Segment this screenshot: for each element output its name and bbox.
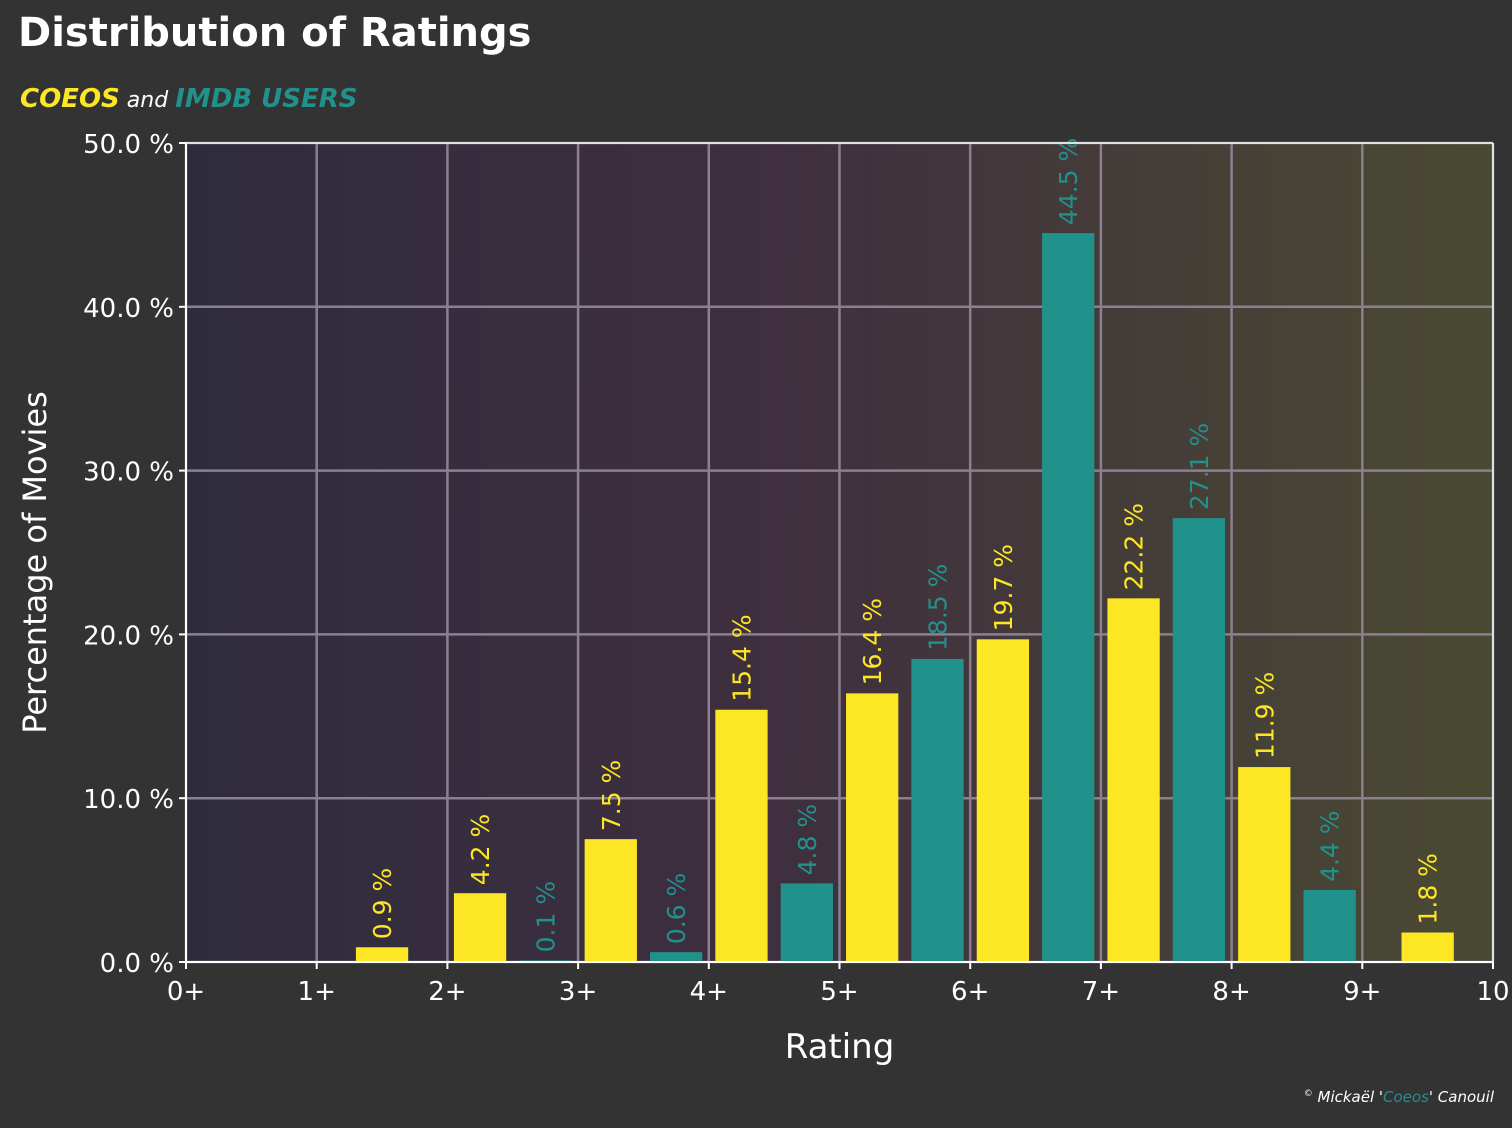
x-tick-label: 3+ [559, 977, 597, 1007]
bar-coeos [1238, 767, 1291, 962]
x-tick-label: 9+ [1343, 977, 1381, 1007]
x-tick-label: 0+ [167, 977, 205, 1007]
x-tick-label: 10 [1476, 977, 1509, 1007]
axes: 0+ 1+ 2+ 3+ 4+ 5+ 6+ 7+ 8+ 9+ 10 0.0 % 10.0 % 20.0 % 3… [83, 130, 1509, 1007]
x-tick-label: 7+ [1082, 977, 1120, 1007]
x-tick-label: 8+ [1212, 977, 1250, 1007]
data-labels: 0.9 % 4.2 % 7.5 % 15.4 % 16.4 % 19.7 % 22.2 % 1… [368, 138, 1443, 953]
credit-accent: Coeos [1383, 1088, 1429, 1106]
bar-coeos [976, 639, 1030, 962]
y-tick-label: 20.0 % [83, 621, 174, 651]
data-label: 27.1 % [1185, 423, 1214, 510]
bar-imdb-users [911, 658, 964, 962]
x-tick-label: 2+ [428, 977, 466, 1007]
data-label: 0.6 % [662, 873, 691, 944]
bar-imdb-users [780, 883, 833, 962]
data-label: 16.4 % [858, 598, 887, 685]
chart-title: Distribution of Ratings [18, 10, 532, 56]
data-label: 19.7 % [989, 544, 1018, 631]
data-label: 4.2 % [466, 814, 495, 885]
bar-coeos [846, 693, 899, 962]
x-tick-label: 5+ [820, 977, 858, 1007]
credit-line: © Mickaël 'Coeos' Canouil [1304, 1088, 1494, 1106]
bar-imdb-users [1303, 889, 1356, 962]
bar-coeos [1401, 932, 1454, 962]
bar-imdb-users [649, 952, 703, 962]
x-tick-label: 4+ [690, 977, 728, 1007]
subtitle-coeos: COEOS [20, 84, 120, 114]
bar-coeos [715, 709, 768, 962]
x-axis-label: Rating [785, 1027, 895, 1067]
data-label: 11.9 % [1250, 672, 1279, 759]
bar-coeos [355, 947, 409, 962]
y-tick-label: 40.0 % [83, 294, 174, 324]
bar-coeos [1107, 598, 1160, 962]
bar-imdb-users [1042, 233, 1095, 963]
y-tick-label: 0.0 % [100, 949, 174, 979]
y-axis-label: Percentage of Movies [16, 391, 54, 734]
y-tick-label: 30.0 % [83, 458, 174, 488]
data-label: 0.1 % [531, 881, 560, 952]
data-label: 4.4 % [1316, 810, 1345, 881]
subtitle-imdb: IMDB USERS [175, 84, 358, 114]
data-label: 22.2 % [1120, 503, 1149, 590]
y-tick-label: 10.0 % [83, 785, 174, 815]
data-label: 44.5 % [1054, 138, 1083, 225]
x-tick-label: 6+ [951, 977, 989, 1007]
data-label: 0.9 % [368, 868, 397, 939]
data-label: 7.5 % [597, 760, 626, 831]
copyright-symbol: © [1303, 1089, 1313, 1099]
bars [355, 233, 1454, 963]
credit-prefix: Mickaël ' [1312, 1088, 1384, 1106]
bar-coeos [453, 893, 507, 962]
data-label: 4.8 % [793, 804, 822, 875]
chart-subtitle: COEOS and IMDB USERS [20, 84, 358, 114]
x-tick-label: 1+ [298, 977, 336, 1007]
data-label: 18.5 % [924, 564, 953, 651]
y-tick-label: 50.0 % [83, 130, 174, 160]
subtitle-and: and [119, 88, 176, 113]
credit-suffix: ' Canouil [1428, 1088, 1494, 1106]
data-label: 15.4 % [727, 614, 756, 701]
bar-coeos [584, 839, 637, 962]
bar-imdb-users [1172, 518, 1226, 962]
data-label: 1.8 % [1414, 853, 1443, 924]
